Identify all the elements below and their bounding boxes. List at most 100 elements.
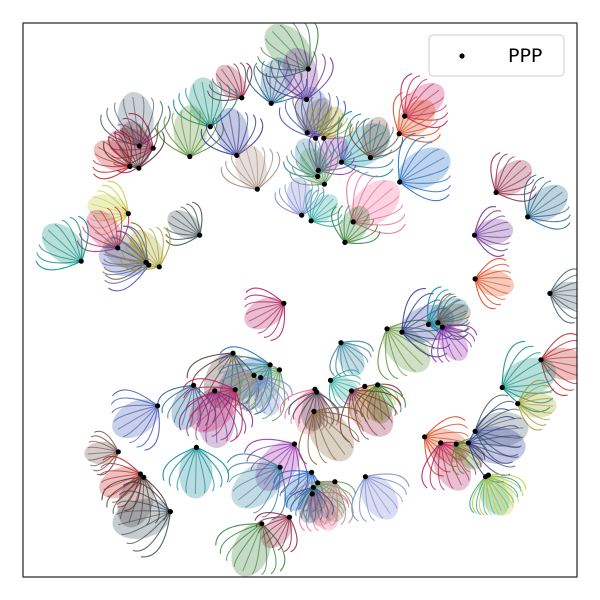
petal-stroke: [116, 230, 150, 266]
petal-stroke: [317, 133, 330, 171]
petal-blob: [549, 268, 577, 324]
petal-stroke: [189, 110, 201, 157]
petal-stroke: [385, 328, 399, 380]
petal-stroke: [100, 473, 141, 483]
petal-stroke: [330, 374, 361, 381]
scatter-point: [422, 434, 428, 440]
petal-stroke: [246, 66, 272, 104]
scatter-point: [315, 480, 321, 486]
scatter-point: [471, 232, 478, 238]
petal-stroke: [312, 487, 323, 521]
petal-stroke: [421, 442, 442, 489]
petal-stroke: [198, 352, 234, 394]
petal-stroke: [496, 178, 535, 194]
petal-stroke: [92, 214, 119, 249]
petal-stroke: [313, 411, 337, 461]
petal-stroke: [354, 384, 378, 415]
petal-stroke: [217, 364, 255, 376]
scatter-point: [402, 113, 408, 119]
petal-stroke: [181, 385, 195, 426]
scatter-point: [299, 212, 305, 218]
petal-stroke: [225, 160, 258, 190]
scatter-point: [259, 521, 265, 527]
petal-stroke: [346, 169, 360, 223]
petal-stroke: [495, 192, 537, 202]
petal-stroke: [495, 153, 508, 193]
petal-stroke: [93, 166, 131, 180]
petal-stroke: [103, 142, 139, 169]
petal-blob: [254, 512, 298, 553]
petal-stroke: [271, 79, 308, 104]
petal-stroke: [344, 207, 357, 243]
petal-stroke: [350, 390, 370, 440]
petal-stroke: [171, 112, 191, 157]
petal-stroke: [350, 390, 378, 436]
petal-stroke: [301, 180, 307, 216]
petal-stroke: [540, 356, 577, 361]
petal-stroke: [119, 259, 160, 271]
petal-stroke: [103, 253, 149, 266]
petal-stroke: [180, 206, 201, 236]
petal-stroke: [517, 403, 553, 414]
petal-stroke: [441, 326, 463, 357]
petal-blob: [286, 486, 334, 524]
petal-stroke: [193, 384, 209, 426]
petal-stroke: [253, 62, 272, 104]
petal-stroke: [279, 24, 309, 70]
petal-stroke: [369, 120, 381, 158]
petal-stroke: [351, 476, 366, 522]
petal-blob: [182, 378, 243, 443]
petal-stroke: [138, 97, 155, 147]
petal-stroke: [214, 390, 247, 434]
petal-stroke: [485, 475, 493, 516]
petal-stroke: [284, 471, 312, 502]
petal-stroke: [185, 87, 211, 127]
petal-stroke: [424, 416, 466, 438]
petal-stroke: [116, 500, 171, 513]
petal-stroke: [549, 274, 577, 294]
petal-stroke: [100, 462, 141, 475]
petal-blob: [397, 132, 452, 202]
scatter-point: [396, 131, 402, 137]
scatter-point: [525, 214, 531, 220]
scatter-point: [538, 357, 544, 363]
petal-stroke: [364, 476, 391, 515]
petal-stroke: [128, 113, 154, 149]
petal-stroke: [549, 281, 577, 294]
scatter-point: [155, 403, 161, 409]
petal-stroke: [230, 155, 258, 190]
petal-stroke: [108, 136, 140, 169]
scatter-point: [187, 153, 193, 160]
petal-stroke: [312, 493, 347, 511]
petal-stroke: [113, 102, 140, 147]
petal-stroke: [289, 516, 298, 553]
scatter-point: [399, 329, 405, 335]
petal-stroke: [344, 214, 370, 243]
petal-stroke: [280, 443, 296, 494]
petal-stroke: [236, 111, 249, 156]
petal-stroke: [158, 227, 171, 268]
petal-stroke: [226, 453, 281, 468]
data-points: [78, 66, 553, 527]
petal-stroke: [540, 359, 577, 376]
petal-stroke: [323, 117, 348, 139]
petal-stroke: [398, 93, 411, 134]
scatter-point: [115, 245, 121, 251]
petal-stroke: [428, 298, 460, 325]
petal-stroke: [135, 234, 160, 268]
petal-stroke: [330, 380, 350, 405]
scatter-point: [315, 173, 321, 180]
petal-stroke: [193, 384, 216, 423]
petal-stroke: [219, 346, 271, 366]
petal-stroke: [323, 107, 333, 139]
petal-stroke: [125, 245, 160, 268]
scatter-point: [281, 300, 287, 306]
petal-stroke: [474, 408, 520, 432]
petal-stroke: [517, 379, 546, 404]
petal-stroke: [313, 411, 346, 455]
petal-stroke: [221, 68, 243, 99]
petal-stroke: [178, 390, 215, 431]
petal-stroke: [495, 171, 532, 194]
petal-blob: [437, 293, 471, 338]
